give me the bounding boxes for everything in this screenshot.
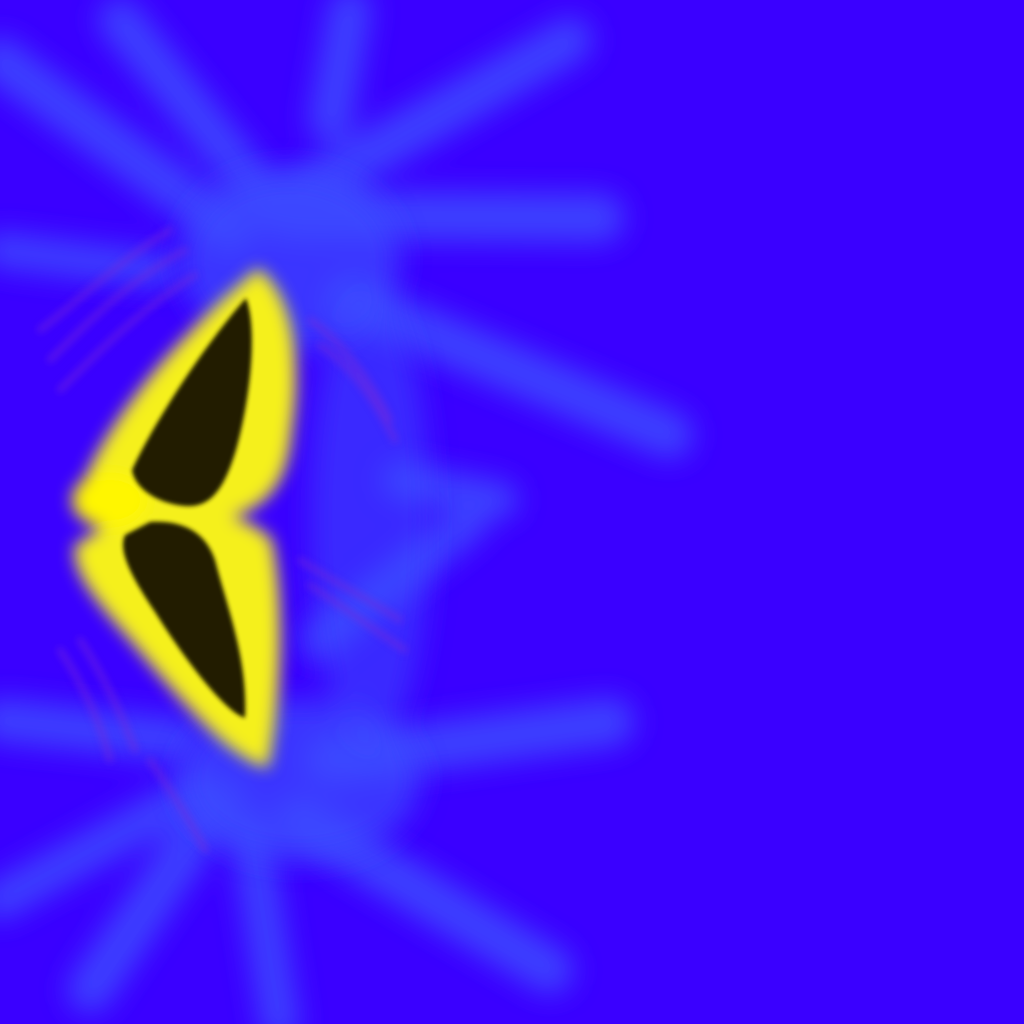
- halo-knot: [72, 472, 148, 528]
- violet-haze: [37, 227, 408, 853]
- glow-cloud: [310, 290, 430, 750]
- ray: [98, 0, 272, 202]
- ray: [230, 810, 300, 1024]
- haze-strand: [147, 757, 208, 853]
- haze-strand: [317, 342, 398, 443]
- haze-strand: [77, 637, 138, 753]
- ray: [326, 276, 694, 459]
- ray: [0, 37, 253, 253]
- dark-core: [123, 298, 252, 718]
- ray: [0, 698, 202, 762]
- haze-strand: [57, 647, 113, 763]
- haze-strand: [57, 272, 198, 393]
- wing-lower: [123, 521, 246, 718]
- haze-strand: [297, 557, 403, 623]
- haze-strand: [37, 227, 173, 333]
- ray: [0, 770, 220, 920]
- haze-strand: [47, 247, 188, 363]
- ray: [308, 0, 372, 142]
- haze-strand: [307, 582, 408, 653]
- wing-upper: [132, 298, 252, 507]
- ray: [0, 232, 178, 288]
- haze-strand: [307, 317, 393, 423]
